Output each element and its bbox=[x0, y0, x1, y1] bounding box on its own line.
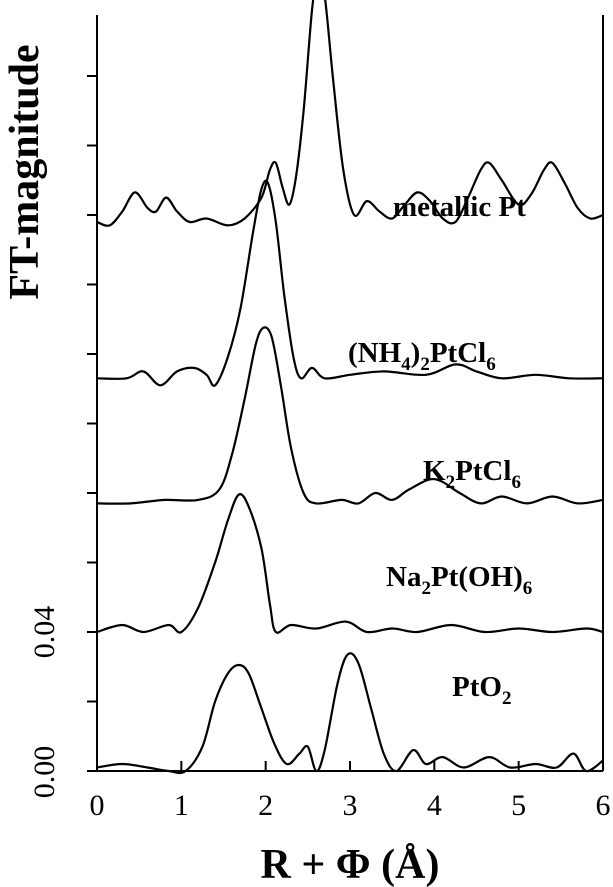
y-tick-label-1: 0.04 bbox=[28, 606, 61, 659]
x-tick-label-1: 1 bbox=[174, 789, 189, 822]
series-line-0 bbox=[96, 652, 604, 775]
series-label-pto2: PtO2 bbox=[452, 671, 511, 709]
series-label-nh4-ptcl6: (NH4)2PtCl6 bbox=[348, 337, 496, 375]
x-tick-label-4: 4 bbox=[427, 789, 442, 822]
series-line-4 bbox=[96, 0, 604, 227]
series-line-2 bbox=[96, 326, 604, 505]
series-line-3 bbox=[96, 179, 604, 387]
x-ticks: 0 1 2 3 4 5 6 bbox=[90, 761, 611, 822]
series-label-k2ptcl6: K2PtCl6 bbox=[423, 455, 521, 493]
x-tick-label-3: 3 bbox=[343, 789, 358, 822]
x-tick-label-0: 0 bbox=[90, 789, 105, 822]
plot-frame bbox=[96, 15, 604, 772]
x-tick-label-5: 5 bbox=[511, 789, 526, 822]
x-axis-title: R + Φ (Å) bbox=[261, 842, 440, 887]
x-tick-label-2: 2 bbox=[258, 789, 273, 822]
y-axis-title: FT-magnitude bbox=[2, 44, 48, 299]
x-tick-label-6: 6 bbox=[596, 789, 611, 822]
series-label-na2pt-oh6: Na2Pt(OH)6 bbox=[386, 561, 532, 599]
series-label-metallic-pt: metallic Pt bbox=[393, 191, 526, 223]
series-line-1 bbox=[96, 493, 604, 634]
y-ticks bbox=[87, 75, 97, 772]
y-tick-label-0: 0.00 bbox=[28, 746, 61, 799]
series-lines bbox=[96, 0, 604, 775]
